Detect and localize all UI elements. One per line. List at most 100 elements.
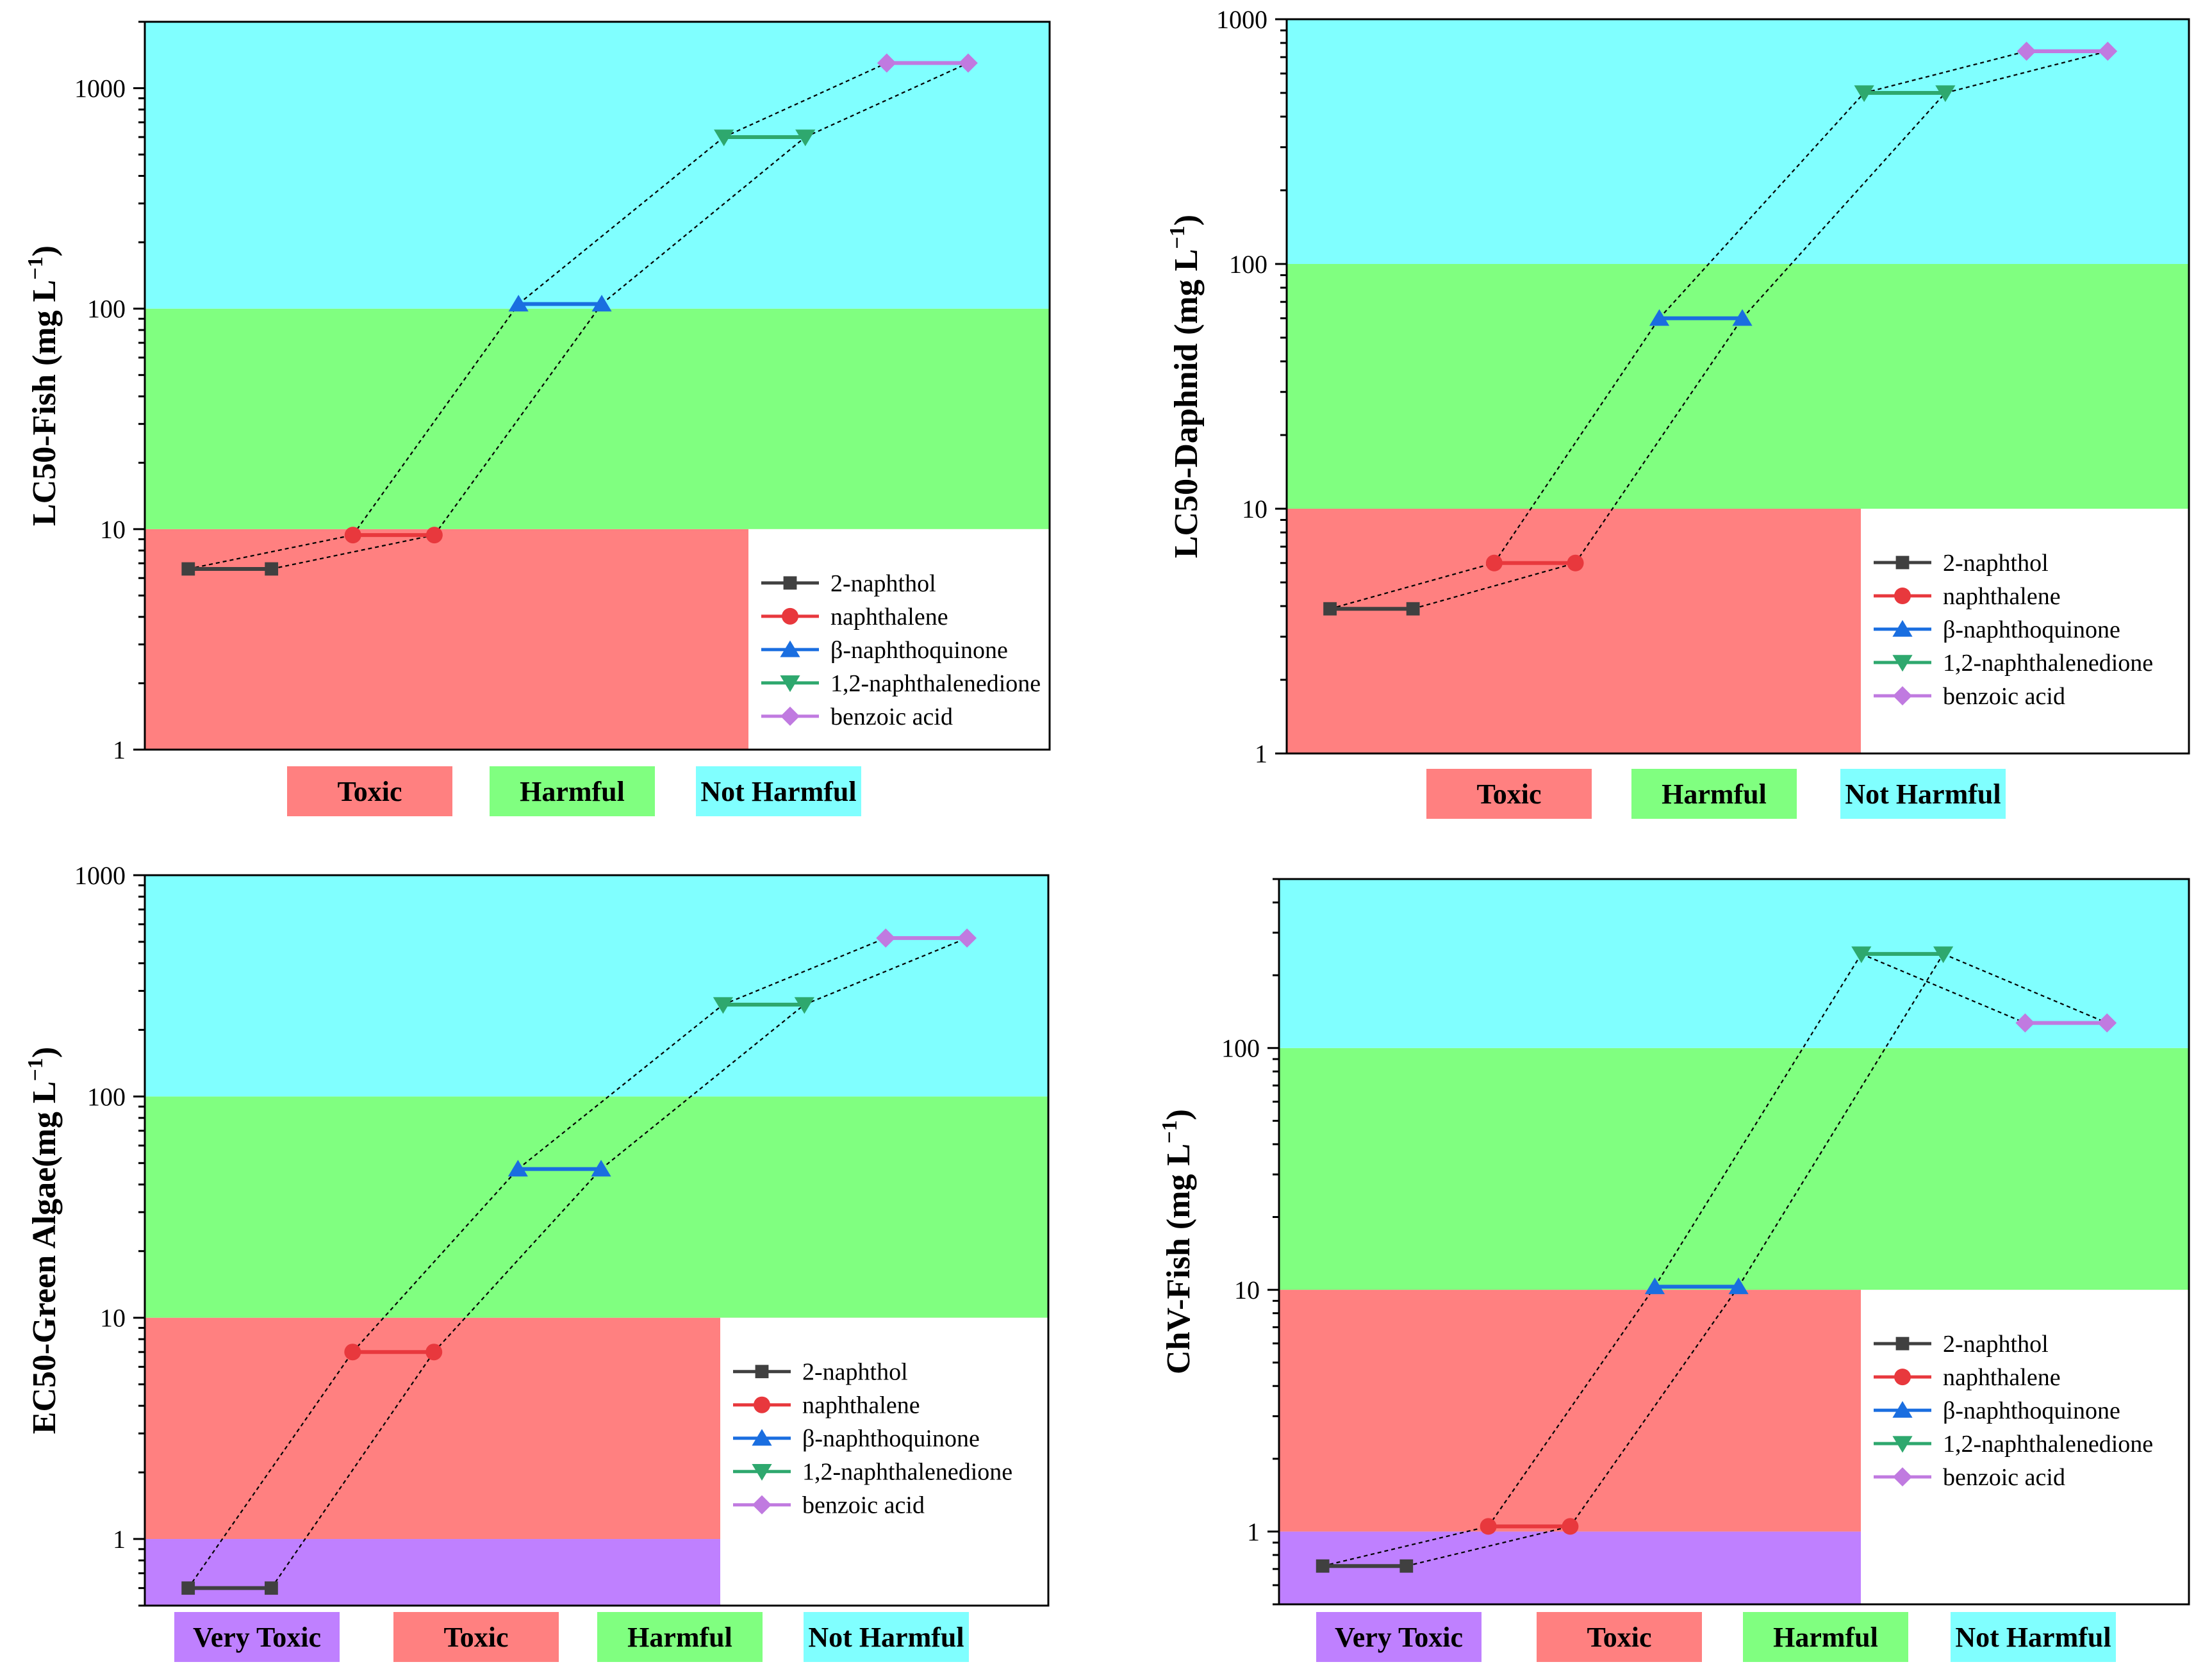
series-1-2-naphthalenedione <box>1854 85 1956 103</box>
connector-line <box>518 136 725 305</box>
series-naphthoquinone <box>1644 1277 1749 1294</box>
connector-line <box>187 1351 354 1589</box>
legend-label: β-naphthoquinone <box>1943 616 2120 643</box>
connector-line <box>601 136 806 305</box>
band-not-harmful <box>1279 879 2189 1048</box>
legend: 2-naphthol naphthalene β-naphthoquinone 1,2… <box>1874 1331 2153 1491</box>
y-axis-title-superscript: −1 <box>24 256 47 279</box>
bands <box>145 875 1048 1606</box>
category-label: Toxic <box>443 1622 508 1653</box>
category-label: Very Toxic <box>1335 1622 1463 1653</box>
series-naphthalene <box>344 527 443 544</box>
chart-lc50-daphnid: 1 10 100 1000 LC50-Daphnid (mg L−1) 2-naphtho… <box>1166 5 2190 819</box>
y-axis-title: LC50-Daphnid (mg L−1) <box>1166 215 1205 558</box>
data-point <box>591 295 612 312</box>
category-label: Harmful <box>1662 778 1767 810</box>
legend-label: naphthalene <box>1943 583 2061 610</box>
data-point <box>508 295 529 312</box>
data-point <box>425 1344 443 1361</box>
data-point <box>877 53 896 73</box>
y-tick-label: 10 <box>1234 1276 1260 1304</box>
connector-line <box>1658 92 1865 319</box>
category-box-not-harmful <box>696 766 861 816</box>
data-point <box>1567 554 1584 572</box>
y-axis: 1 10 100 1000 <box>1216 5 1287 768</box>
band-harmful <box>1287 264 2189 509</box>
legend-marker <box>1894 1369 1911 1386</box>
data-point <box>181 1581 195 1595</box>
data-point <box>1562 1518 1579 1535</box>
category-box-harmful <box>1631 769 1797 819</box>
connector-line <box>1487 1286 1656 1527</box>
connector-lines <box>1330 50 2108 610</box>
legend-label: 2-naphthol <box>1943 1331 2049 1358</box>
plot-frame <box>1285 18 2190 755</box>
category-box-very-toxic <box>174 1612 340 1662</box>
series-1-2-naphthalenedione <box>1851 946 1954 964</box>
connector-line <box>1654 953 1862 1287</box>
connector-lines <box>1322 953 2108 1567</box>
legend-marker <box>780 675 800 693</box>
y-axis-title-close: ) <box>1160 1109 1197 1120</box>
y-axis-title: EC50-Green Algae(mg L−1) <box>24 1047 63 1434</box>
series-naphthalene <box>1480 1518 1579 1535</box>
connector-line <box>517 1004 724 1170</box>
category-box-harmful <box>490 766 655 816</box>
legend-marker <box>754 1396 770 1413</box>
category-box-harmful <box>597 1612 763 1662</box>
legend-label: β-naphthoquinone <box>1943 1397 2120 1424</box>
legend-label: benzoic acid <box>830 703 953 730</box>
legend-marker <box>1892 655 1913 672</box>
connector-line <box>804 937 968 1006</box>
legend-label: 1,2-naphthalenedione <box>802 1459 1012 1486</box>
connector-line <box>600 1004 805 1170</box>
data-point <box>1851 946 1872 964</box>
legend-marker <box>752 1495 772 1515</box>
category-label: Harmful <box>520 776 625 807</box>
legend-label: 2-naphthol <box>802 1359 908 1386</box>
series-2-naphthol <box>1323 602 1420 616</box>
data-point <box>2015 1013 2035 1033</box>
connector-line <box>1330 562 1495 610</box>
legend-label: benzoic acid <box>1943 683 2065 710</box>
category-boxes: Toxic Harmful Not Harmful <box>287 766 861 816</box>
data-point <box>1728 1277 1749 1294</box>
data-point <box>2017 42 2036 61</box>
legend-marker <box>755 1365 769 1379</box>
y-tick-label: 10 <box>1242 495 1267 523</box>
series-naphthoquinone <box>508 1160 611 1177</box>
y-axis-title-superscript: −1 <box>1166 226 1189 249</box>
data-point <box>2097 1013 2117 1033</box>
data-point <box>344 527 361 544</box>
data-point <box>265 562 279 576</box>
connector-line <box>433 1168 602 1353</box>
data-point <box>1480 1518 1497 1535</box>
legend-label: 1,2-naphthalenedione <box>830 670 1041 697</box>
category-box-toxic <box>287 766 452 816</box>
legend: 2-naphthol naphthalene β-naphthoquinone 1,2… <box>761 570 1041 730</box>
category-label: Harmful <box>1773 1622 1878 1653</box>
band-harmful <box>145 1096 1048 1318</box>
series-naphthalene <box>1485 554 1584 572</box>
legend-marker <box>1892 620 1913 637</box>
y-tick-label: 1 <box>1255 739 1267 768</box>
data-point <box>1644 1277 1665 1294</box>
category-box-not-harmful <box>804 1612 969 1662</box>
data-point <box>958 53 978 73</box>
legend-label: naphthalene <box>1943 1364 2061 1391</box>
series-1-2-naphthalenedione <box>714 129 816 147</box>
plot-frame <box>144 874 1050 1607</box>
y-axis-title-close: ) <box>26 1047 63 1058</box>
data-point <box>714 129 734 147</box>
category-label: Toxic <box>1476 778 1541 810</box>
category-label: Toxic <box>1587 1622 1651 1653</box>
connector-line <box>1574 318 1743 564</box>
category-label: Not Harmful <box>1845 778 2001 810</box>
data-point <box>2098 42 2118 61</box>
legend-marker <box>1893 1467 1912 1487</box>
y-axis-title-close: ) <box>1168 215 1205 226</box>
y-axis: 1 10 100 1000 <box>74 21 145 764</box>
data-point <box>1399 1559 1414 1573</box>
y-axis: 1 10 100 <box>1221 878 1279 1606</box>
y-tick-label: 100 <box>1221 1034 1260 1063</box>
